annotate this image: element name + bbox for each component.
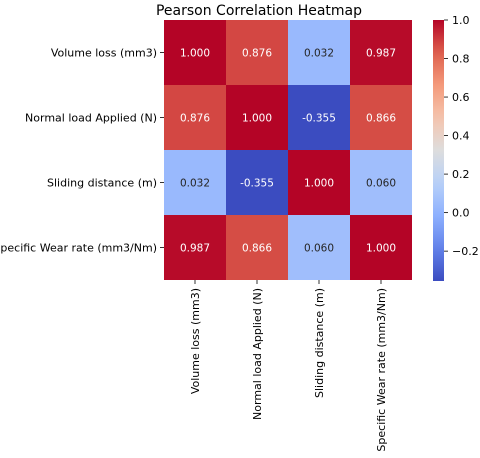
- cell-value-label: -0.355: [302, 113, 336, 125]
- row-tick-label: Normal load Applied (N): [25, 112, 157, 125]
- colorbar-tick-label: 1.0: [452, 14, 470, 27]
- heatmap-cell: [164, 215, 226, 280]
- heatmap-cell: [226, 20, 288, 85]
- cell-value-label: 0.032: [304, 48, 334, 60]
- cell-value-label: 0.866: [242, 243, 272, 255]
- column-tick-labels: Volume loss (mm3) Normal load Applied (N)…: [189, 280, 388, 452]
- colorbar-tick-label: 0.6: [452, 91, 470, 104]
- cell-value-label: -0.355: [240, 178, 274, 190]
- cell-value-label: 0.876: [242, 48, 272, 60]
- heatmap-cell: [350, 20, 412, 85]
- heatmap-cell: [164, 150, 226, 215]
- row-tick-label: Volume loss (mm3): [51, 47, 157, 60]
- heatmap-cells: 1.000 0.876 0.032 0.987 0.876 1.000 -0.355 0.86…: [164, 20, 412, 280]
- heatmap-cell: [226, 85, 288, 150]
- heatmap-cell: [164, 85, 226, 150]
- colorbar-tick-label: −0.2: [452, 245, 479, 258]
- colorbar: 1.0 0.8 0.6 0.4 0.2 0.0 −0.2: [433, 14, 479, 281]
- row-tick-labels: Volume loss (mm3) Normal load Applied (N)…: [0, 47, 164, 255]
- cell-value-label: 1.000: [366, 243, 396, 255]
- row-tick-label: Sliding distance (m): [47, 177, 157, 190]
- cell-value-label: 0.032: [180, 178, 210, 190]
- heatmap-cell: [288, 215, 350, 280]
- column-tick-label: Sliding distance (m): [313, 288, 326, 398]
- chart-title: Pearson Correlation Heatmap: [156, 3, 362, 19]
- colorbar-tick-label: 0.2: [452, 168, 470, 181]
- heatmap-cell: [350, 215, 412, 280]
- column-tick-label: Volume loss (mm3): [189, 288, 202, 394]
- cell-value-label: 0.987: [180, 243, 210, 255]
- colorbar-bar: [433, 20, 444, 281]
- colorbar-tick-label: 0.4: [452, 130, 470, 143]
- heatmap-cell: [350, 85, 412, 150]
- cell-value-label: 0.060: [366, 178, 396, 190]
- heatmap-cell: [288, 20, 350, 85]
- column-tick-label: Normal load Applied (N): [251, 288, 264, 420]
- cell-value-label: 1.000: [242, 113, 272, 125]
- heatmap-cell: [164, 20, 226, 85]
- heatmap-cell: [226, 150, 288, 215]
- colorbar-tick-label: 0.8: [452, 53, 470, 66]
- cell-value-label: 0.876: [180, 113, 210, 125]
- heatmap-cell: [226, 215, 288, 280]
- heatmap-cell: [350, 150, 412, 215]
- heatmap-cell: [288, 85, 350, 150]
- cell-value-label: 1.000: [304, 178, 334, 190]
- cell-value-label: 0.866: [366, 113, 396, 125]
- colorbar-tick-label: 0.0: [452, 207, 470, 220]
- row-tick-label: Specific Wear rate (mm3/Nm): [0, 242, 157, 255]
- heatmap-cell: [288, 150, 350, 215]
- cell-value-label: 0.987: [366, 48, 396, 60]
- cell-value-label: 1.000: [180, 48, 210, 60]
- cell-value-label: 0.060: [304, 243, 334, 255]
- column-tick-label: Specific Wear rate (mm3/Nm): [375, 288, 388, 452]
